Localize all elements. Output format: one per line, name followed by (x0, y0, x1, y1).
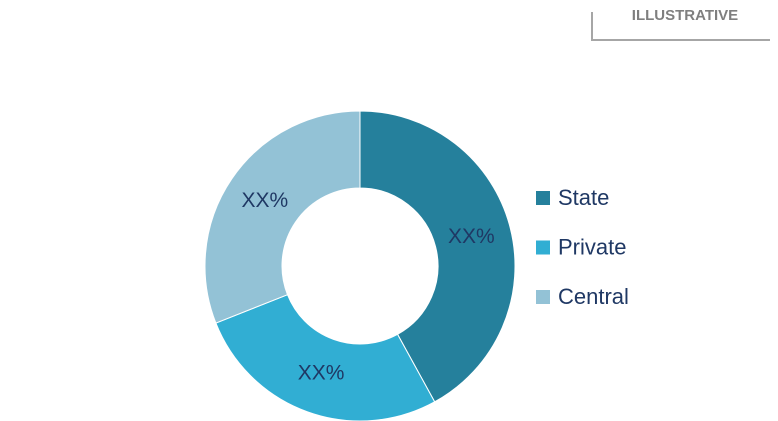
data-label: XX% (242, 189, 289, 212)
legend-label: Private (558, 234, 626, 259)
data-label: XX% (298, 362, 345, 385)
legend-swatch (536, 240, 550, 255)
tag: ILLUSTRATIVE (632, 7, 738, 24)
tag-frame (591, 12, 770, 41)
legend-label: State (558, 185, 609, 210)
legend-swatch (536, 290, 550, 304)
slice (215, 294, 436, 421)
data-label: XX% (448, 225, 495, 248)
slice (204, 110, 361, 324)
slice (359, 110, 516, 403)
legend-label: Central (558, 284, 629, 309)
legend-swatch (536, 191, 550, 205)
